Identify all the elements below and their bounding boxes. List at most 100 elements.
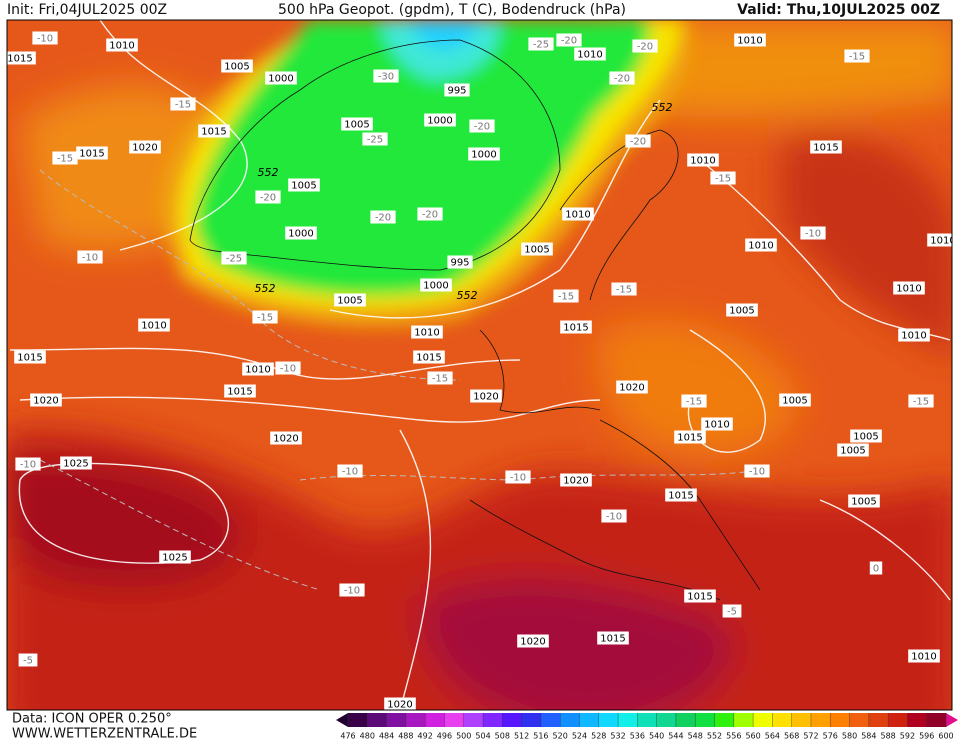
colorbar-swatch xyxy=(888,713,908,727)
colorbar-swatch xyxy=(695,713,716,727)
isobar-label: 1005 xyxy=(224,62,249,73)
colorbar-tick-label: 532 xyxy=(610,732,625,741)
temperature-label: -10 xyxy=(749,467,765,478)
temperature-label-box xyxy=(370,210,396,224)
isobar-label: 1010 xyxy=(141,321,166,332)
colorbar-tick-label: 568 xyxy=(784,732,799,741)
colorbar-tick-label: 572 xyxy=(803,732,818,741)
temperature-label-box xyxy=(609,71,635,85)
temperature-label: -10 xyxy=(82,253,98,264)
temperature-label: -10 xyxy=(606,512,622,523)
isobar-label-box xyxy=(424,113,456,127)
colorbar-tick-label: 504 xyxy=(475,732,490,741)
isobar-label-box xyxy=(927,233,952,247)
colorbar-tick-label: 584 xyxy=(861,732,876,741)
isobar-label-box xyxy=(14,350,46,364)
temperature-label: -20 xyxy=(422,210,438,221)
isobar-label-box xyxy=(76,146,108,160)
map-title: 500 hPa Geopot. (gpdm), T (C), Bodendruc… xyxy=(278,2,626,18)
temperature-label: -5 xyxy=(727,607,737,618)
isobar-label-box xyxy=(560,473,592,487)
isobar-label: 1005 xyxy=(337,296,362,307)
temperature-label-box xyxy=(255,190,281,204)
temperature-label: -15 xyxy=(913,397,929,408)
colorbar-under xyxy=(336,713,348,727)
isobar-label: 1005 xyxy=(344,120,369,131)
isobar-label: 1000 xyxy=(268,74,293,85)
colorbar-tick-label: 488 xyxy=(398,732,413,741)
temperature-label: -5 xyxy=(23,656,33,667)
isobar-label: 1015 xyxy=(687,592,712,603)
colorbar-swatch xyxy=(675,713,696,727)
isobar-label-box xyxy=(665,488,697,502)
colorbar-tick-label: 524 xyxy=(572,732,587,741)
isobar-label-box xyxy=(288,178,320,192)
isobar-label: 1015 xyxy=(668,491,693,502)
temperature-label: -10 xyxy=(342,467,358,478)
data-source: Data: ICON OPER 0.250° xyxy=(12,712,172,727)
isobar-label-box xyxy=(908,649,940,663)
isobar-label-box xyxy=(898,328,930,342)
colorbar-swatch xyxy=(425,713,445,727)
colorbar-swatch xyxy=(791,713,812,727)
site-name: WWW.WETTERZENTRALE.DE xyxy=(12,727,197,741)
isobar-label-box xyxy=(597,631,629,645)
isobar-label: 1010 xyxy=(577,50,602,61)
temperature-label: -25 xyxy=(226,254,242,265)
temperature-label-box xyxy=(869,561,883,575)
temperature-label: -30 xyxy=(378,72,394,83)
colorbar-swatch xyxy=(540,713,561,727)
colorbar-tick-label: 580 xyxy=(842,732,857,741)
colorbar-tick-label: 496 xyxy=(437,732,452,741)
temperature-label-box xyxy=(528,37,554,51)
colorbar-swatch xyxy=(772,713,793,727)
isobar-label: 1015 xyxy=(201,127,226,138)
colorbar-swatch xyxy=(753,713,773,727)
temperature-label: -10 xyxy=(510,473,526,484)
temperature-label: -20 xyxy=(375,213,391,224)
isobar-label: 1010 xyxy=(748,241,773,252)
colorbar: 476 480 484 488 492 496 500 504 508 512 516 520 524 5… xyxy=(336,713,958,741)
isobar-label: 1020 xyxy=(563,476,588,487)
isobar-label-box xyxy=(138,318,170,332)
colorbar-swatch xyxy=(598,713,619,727)
isobar-label: 1010 xyxy=(245,365,270,376)
isobar-label-box xyxy=(837,443,869,457)
temperature-label: -25 xyxy=(367,135,383,146)
isobar-label: 1025 xyxy=(162,553,187,564)
isobar-label: 1005 xyxy=(524,245,549,256)
colorbar-swatch xyxy=(521,713,542,727)
isobar-label: 1020 xyxy=(132,143,157,154)
temperature-label-box xyxy=(337,464,363,478)
isobar-label-box xyxy=(221,59,253,73)
colorbar-swatch xyxy=(637,713,658,727)
temperature-label: -20 xyxy=(630,137,646,148)
temperature-label-box xyxy=(275,361,301,375)
isobar-label: 1015 xyxy=(813,143,838,154)
colorbar-tick-label: 576 xyxy=(823,732,838,741)
temperature-label-box xyxy=(170,97,196,111)
colorbar-tick-label: 492 xyxy=(418,732,433,741)
isobar-label: 1020 xyxy=(473,392,498,403)
colorbar-swatch xyxy=(405,713,426,727)
colorbar-tick-label: 596 xyxy=(919,732,934,741)
temperature-label: -20 xyxy=(614,74,630,85)
temperature-label: -20 xyxy=(260,193,276,204)
temperature-label-box xyxy=(744,464,770,478)
isobar-label-box xyxy=(270,431,302,445)
temperature-label-box xyxy=(681,394,707,408)
colorbar-over xyxy=(946,713,958,727)
temperature-label-box xyxy=(908,394,934,408)
temperature-label-box xyxy=(362,132,388,146)
isobar-label-box xyxy=(129,140,161,154)
isobar-label: 1010 xyxy=(901,331,926,342)
isobar-label: 1020 xyxy=(520,637,545,648)
temperature-label: -10 xyxy=(37,34,53,45)
colorbar-tick-label: 540 xyxy=(649,732,664,741)
isobar-label: 1020 xyxy=(33,396,58,407)
temperature-label: -15 xyxy=(257,313,273,324)
isobar-label: 1020 xyxy=(387,700,412,711)
temperature-label: -20 xyxy=(474,122,490,133)
colorbar-swatch xyxy=(656,713,677,727)
colorbar-tick-label: 600 xyxy=(938,732,953,741)
